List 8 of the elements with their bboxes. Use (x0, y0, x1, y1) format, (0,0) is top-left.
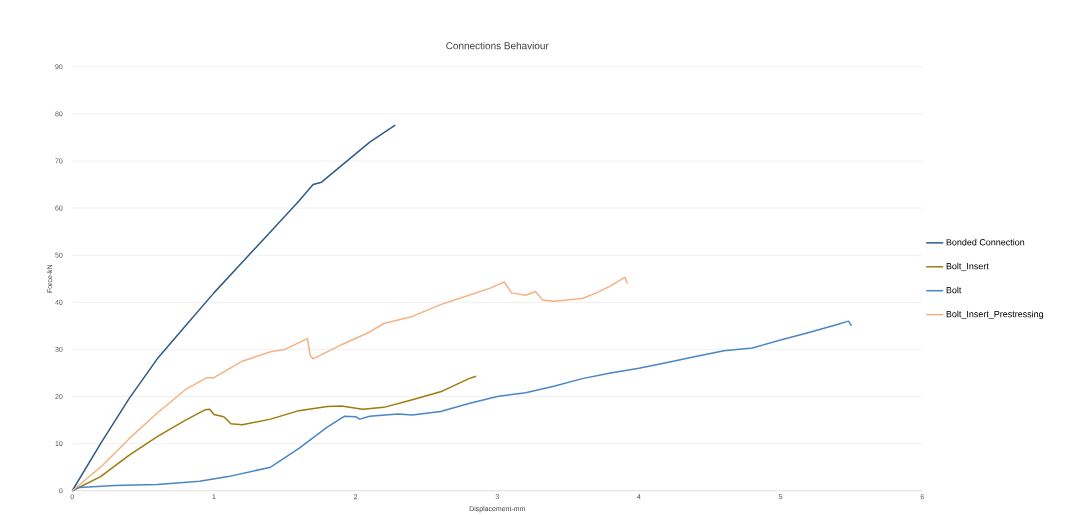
legend-label: Bonded Connection (946, 238, 1025, 246)
legend-label: Bolt_Insert (946, 262, 989, 272)
chart-title: Connections Behaviour (446, 42, 549, 50)
legend-label: Bolt_Insert_Prestressing (946, 310, 1044, 320)
line-series (71, 276, 629, 492)
line-series (71, 124, 397, 492)
line-series (71, 320, 853, 492)
legend-label: Bolt (946, 286, 962, 294)
